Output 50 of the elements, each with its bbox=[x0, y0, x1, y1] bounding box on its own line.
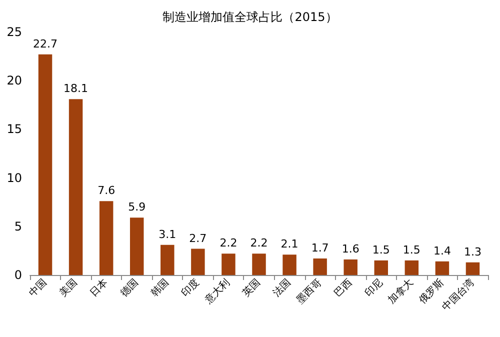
y-tick-label: 15 bbox=[6, 122, 22, 136]
x-tick-label: 墨西哥 bbox=[294, 277, 324, 306]
x-tick-label: 英国 bbox=[240, 276, 263, 300]
x-tick-label: 韩国 bbox=[148, 276, 172, 300]
bar bbox=[252, 254, 266, 275]
bar bbox=[191, 248, 205, 275]
data-label: 18.1 bbox=[64, 82, 88, 96]
x-tick-label: 日本 bbox=[88, 276, 110, 300]
bar bbox=[68, 99, 83, 275]
data-label: 22.7 bbox=[33, 37, 58, 50]
bar bbox=[222, 254, 236, 275]
data-label: 1.5 bbox=[372, 243, 390, 256]
bar bbox=[344, 259, 358, 275]
y-tick-label: 20 bbox=[6, 74, 22, 88]
y-tick-label: 0 bbox=[14, 268, 22, 282]
data-label: 1.7 bbox=[311, 241, 329, 254]
data-label: 5.9 bbox=[128, 200, 146, 214]
x-tick-label: 法国 bbox=[270, 276, 294, 300]
bar bbox=[374, 260, 388, 275]
x-tick-label: 加拿大 bbox=[386, 276, 416, 306]
x-tick-label: 中国 bbox=[26, 276, 50, 300]
bar bbox=[38, 54, 52, 275]
data-label: 3.1 bbox=[158, 228, 176, 241]
bar bbox=[99, 201, 114, 275]
data-label: 2.7 bbox=[189, 232, 207, 245]
data-label: 2.2 bbox=[220, 236, 238, 250]
bar bbox=[313, 258, 327, 275]
bar bbox=[160, 244, 174, 275]
data-label: 1.3 bbox=[464, 245, 482, 258]
y-tick-label: 10 bbox=[6, 170, 22, 185]
bar bbox=[466, 262, 480, 275]
data-label: 1.4 bbox=[433, 244, 451, 258]
x-tick-label: 美国 bbox=[57, 276, 80, 300]
bar bbox=[404, 260, 419, 275]
data-label: 2.1 bbox=[280, 238, 298, 251]
data-label: 2.2 bbox=[250, 236, 268, 250]
chart-title: 制造业增加值全球占比（2015） bbox=[162, 10, 338, 24]
y-tick-label: 5 bbox=[14, 219, 22, 234]
bar bbox=[130, 218, 144, 275]
x-tick-label: 印尼 bbox=[362, 276, 386, 300]
x-tick-label: 巴西 bbox=[332, 277, 354, 300]
y-tick-label: 25 bbox=[6, 25, 22, 39]
bar bbox=[435, 261, 450, 275]
x-tick-label: 德国 bbox=[118, 277, 141, 300]
x-tick-label: 意大利 bbox=[202, 276, 232, 307]
data-label: 1.6 bbox=[342, 242, 360, 256]
data-label: 7.6 bbox=[98, 184, 116, 198]
data-label: 1.5 bbox=[402, 243, 420, 256]
bar bbox=[282, 254, 296, 275]
x-tick-label: 印度 bbox=[179, 276, 202, 300]
